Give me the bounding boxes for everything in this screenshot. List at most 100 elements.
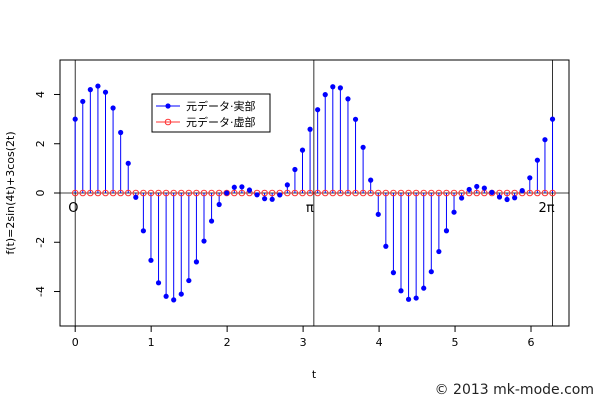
imag-point (284, 189, 291, 197)
real-point (231, 184, 237, 190)
real-point (466, 186, 472, 193)
imag-point (306, 189, 314, 197)
real-point (224, 190, 230, 196)
legend-box (151, 93, 271, 133)
imag-point (367, 189, 374, 197)
y-tick-label: 0 (34, 190, 47, 197)
imag-point (352, 189, 359, 197)
imag-point (450, 189, 458, 197)
real-point (254, 192, 260, 198)
imag-point (503, 189, 511, 197)
imag-point (541, 189, 549, 197)
imag-point (147, 189, 155, 197)
imag-point (238, 189, 246, 197)
imag-point (193, 189, 200, 197)
real-point (360, 144, 366, 150)
real-point (383, 243, 389, 249)
real-point (534, 157, 540, 163)
imag-point (291, 189, 299, 197)
real-point (102, 89, 109, 95)
imag-point (208, 189, 215, 197)
imag-point (261, 189, 268, 197)
real-point (269, 196, 275, 202)
real-point (155, 280, 162, 286)
imag-point (337, 189, 344, 197)
imag-point (155, 189, 162, 197)
real-point (504, 196, 510, 203)
imag-point (231, 189, 238, 197)
x-tick-label: 0 (72, 336, 79, 349)
imag-point (170, 189, 177, 197)
real-point (277, 192, 283, 198)
copyright: © 2013 mk-mode.com (435, 382, 594, 398)
imag-point (390, 189, 397, 197)
real-point (118, 129, 124, 136)
real-point (345, 96, 351, 102)
imag-point (71, 189, 79, 197)
imag-point (215, 189, 223, 197)
real-point (125, 160, 131, 166)
imag-point (435, 189, 443, 197)
imag-point (321, 189, 329, 197)
imag-point (443, 189, 450, 197)
legend-label-real: 元データ·実部 (186, 99, 256, 113)
imag-point (162, 189, 170, 197)
x-tick-label: 3 (300, 336, 307, 349)
imag-point (405, 189, 412, 197)
real-point (421, 285, 427, 291)
real-point (262, 196, 268, 202)
annotation-label: π (306, 201, 314, 216)
imag-point (526, 189, 534, 197)
y-tick-label: 4 (34, 91, 47, 98)
real-point (443, 228, 450, 234)
real-point (459, 195, 465, 201)
real-point (489, 189, 495, 195)
real-point (315, 107, 321, 113)
imag-point (124, 189, 132, 197)
real-point (72, 116, 78, 122)
real-point (299, 147, 306, 153)
real-point (451, 209, 457, 215)
imag-point (397, 189, 405, 197)
real-point (208, 218, 215, 224)
x-tick-label: 5 (452, 336, 459, 349)
real-point (352, 116, 359, 122)
real-point (178, 291, 184, 297)
real-point (398, 288, 404, 294)
imag-point (109, 189, 117, 197)
imag-point (200, 189, 208, 197)
imag-point (382, 189, 390, 197)
imag-point (268, 189, 276, 197)
real-point (413, 295, 419, 301)
imag-point (412, 189, 420, 197)
real-point (239, 184, 245, 190)
x-tick-label: 6 (528, 336, 535, 349)
real-point (368, 177, 374, 183)
imag-point (534, 189, 541, 197)
imag-point (177, 189, 185, 197)
y-tick-label: 2 (34, 140, 47, 147)
real-point (481, 185, 487, 191)
real-point (405, 296, 412, 302)
y-axis-title: f(t)=2sin(4t)+3cos(2t) (4, 131, 17, 254)
real-point (337, 85, 343, 91)
x-axis-title: t (312, 368, 317, 381)
real-point (307, 126, 313, 132)
real-point (549, 116, 556, 122)
imag-point (473, 189, 481, 197)
real-point (216, 201, 222, 208)
imag-point (314, 189, 321, 197)
imag-point (94, 189, 102, 197)
legend-marker-imag (164, 118, 172, 126)
imag-point (117, 189, 124, 197)
real-point (201, 238, 207, 244)
real-point (140, 228, 146, 234)
real-point (527, 175, 533, 181)
real-point (95, 83, 101, 89)
imag-point (223, 189, 231, 197)
real-point (375, 211, 381, 217)
imag-point (420, 189, 428, 197)
imag-point (344, 189, 352, 197)
